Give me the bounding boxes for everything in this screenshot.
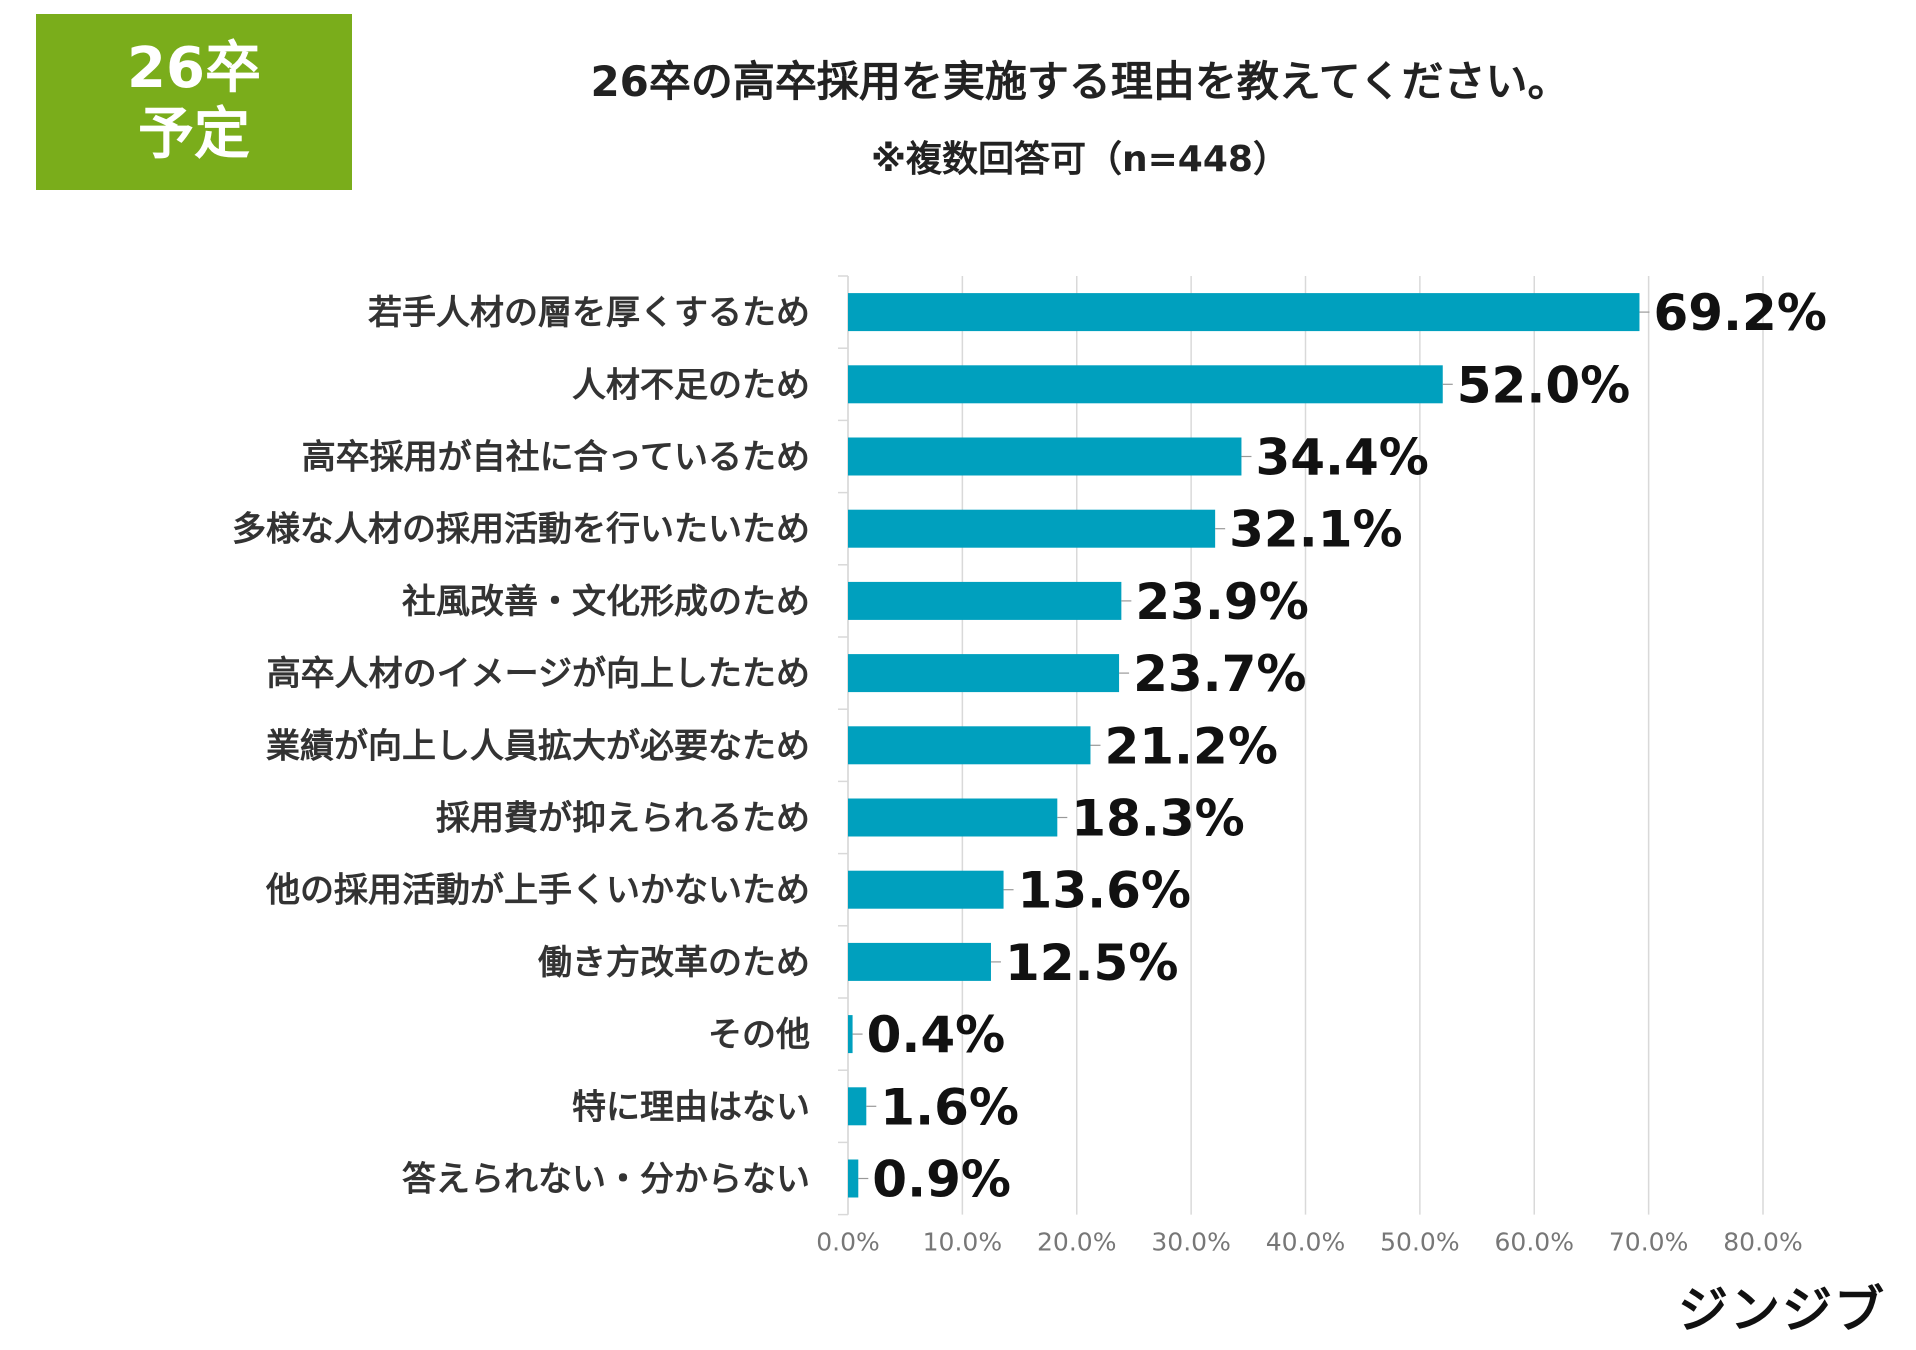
value-label: 69.2%: [1653, 284, 1826, 342]
bar: [848, 437, 1242, 476]
category-label: 高卒人材のイメージが向上したため: [267, 654, 810, 694]
x-tick-label: 60.0%: [1495, 1228, 1574, 1257]
badge-line-1: 26卒: [127, 36, 261, 101]
bar: [848, 293, 1640, 332]
bar: [848, 1015, 853, 1054]
bar: [848, 798, 1058, 837]
value-label: 13.6%: [1018, 862, 1191, 920]
category-label: 多様な人材の採用活動を行いたいため: [232, 510, 810, 550]
value-label: 32.1%: [1229, 501, 1402, 559]
bar: [848, 654, 1120, 693]
value-labels: 69.2% 52.0% 34.4% 32.1% 23.9% 23.7% 21.2% 18.3%…: [867, 284, 1827, 1208]
x-tick-label: 10.0%: [923, 1228, 1002, 1257]
bar: [848, 509, 1216, 548]
category-label: 業績が向上し人員拡大が必要なため: [266, 726, 810, 766]
category-label: 働き方改革のため: [538, 943, 810, 983]
leader-lines: [852, 311, 1650, 1180]
bars: [848, 293, 1640, 1198]
category-labels: 若手人材の層を厚くするため人材不足のため高卒採用が自社に合っているため多様な人材…: [232, 293, 810, 1199]
bar: [848, 1159, 859, 1198]
value-label: 0.4%: [867, 1006, 1006, 1064]
schedule-badge: 26卒 予定: [36, 14, 352, 190]
badge-line-2: 予定: [138, 102, 250, 167]
category-label: 答えられない・分からない: [402, 1160, 810, 1200]
x-tick-label: 40.0%: [1266, 1228, 1345, 1257]
value-label: 23.9%: [1135, 573, 1308, 631]
bar: [848, 942, 991, 981]
value-label: 0.9%: [872, 1151, 1011, 1209]
value-label: 34.4%: [1255, 429, 1428, 487]
x-tick-label: 0.0%: [816, 1228, 880, 1257]
x-tick-label: 80.0%: [1723, 1228, 1802, 1257]
value-label: 12.5%: [1005, 934, 1178, 992]
x-tick-label: 20.0%: [1037, 1228, 1116, 1257]
x-tick-label: 70.0%: [1609, 1228, 1688, 1257]
bar: [848, 1087, 867, 1126]
category-label: 社風改善・文化形成のため: [402, 582, 810, 622]
value-label: 23.7%: [1133, 645, 1306, 703]
bar: [848, 365, 1443, 404]
value-label: 1.6%: [880, 1078, 1019, 1136]
category-label: その他: [708, 1015, 810, 1055]
bar: [848, 726, 1091, 765]
category-label: 他の採用活動が上手くいかないため: [265, 871, 810, 911]
bar: [848, 870, 1004, 909]
brand-logo: ジンジブ: [1678, 1281, 1886, 1339]
x-tick-label: 30.0%: [1151, 1228, 1230, 1257]
x-tick-label: 50.0%: [1380, 1228, 1459, 1257]
value-label: 21.2%: [1104, 717, 1277, 775]
value-label: 18.3%: [1071, 790, 1244, 848]
bar: [848, 581, 1122, 620]
value-label: 52.0%: [1457, 356, 1630, 414]
category-label: 高卒採用が自社に合っているため: [302, 438, 810, 478]
chart-subtitle: ※複数回答可（n=448）: [871, 139, 1289, 180]
category-label: 採用費が抑えられるため: [436, 799, 810, 839]
category-label: 特に理由はない: [572, 1087, 810, 1127]
category-label: 若手人材の層を厚くするため: [368, 293, 810, 333]
category-label: 人材不足のため: [572, 365, 810, 405]
x-axis-tick-labels: 0.0% 10.0% 20.0% 30.0% 40.0% 50.0% 60.0% 70.0% 8…: [816, 1228, 1802, 1257]
chart-title: 26卒の高卒採用を実施する理由を教えてください。: [590, 57, 1570, 106]
